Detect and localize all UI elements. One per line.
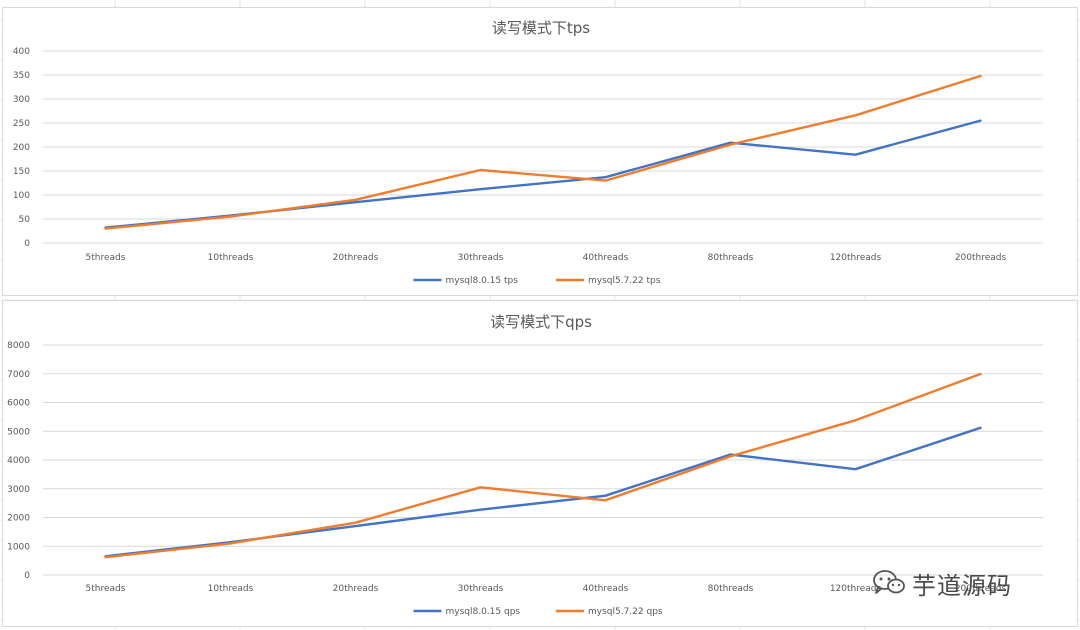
tps-x-tick-label: 5threads: [86, 253, 126, 263]
qps-x-tick-label: 20threads: [333, 584, 379, 594]
qps-x-tick-label: 80threads: [708, 584, 754, 594]
qps-series-line-2: [104, 372, 982, 559]
qps-x-tick-label: 40threads: [583, 584, 629, 594]
tps-x-tick-label: 200threads: [955, 253, 1007, 263]
qps-y-tick-label: 2000: [7, 514, 30, 524]
tps-legend-label-2: mysql5.7.22 tps: [588, 276, 661, 286]
tps-y-tick-label: 50: [19, 215, 31, 225]
tps-x-tick-label: 80threads: [708, 253, 754, 263]
tps-chart-panel[interactable]: 读写模式下tps 0 50 100 150 200 250 300 350 400 5threads…: [2, 7, 1078, 296]
tps-series-line-2: [104, 74, 982, 230]
qps-chart-title: 读写模式下qps: [490, 313, 592, 331]
tps-x-tick-label: 40threads: [583, 253, 629, 263]
qps-series-line-1: [104, 426, 982, 558]
tps-legend-label-1: mysql8.0.15 tps: [446, 276, 519, 286]
watermark-text: 芋道源码: [912, 571, 1012, 600]
tps-y-tick-label: 100: [13, 191, 30, 201]
tps-chart-title: 读写模式下tps: [492, 19, 590, 37]
qps-y-tick-label: 7000: [7, 370, 30, 380]
tps-y-tick-label: 0: [24, 239, 30, 249]
qps-y-tick-label: 8000: [7, 341, 30, 351]
tps-y-tick-label: 200: [13, 143, 30, 153]
qps-x-tick-label: 200threads: [955, 584, 1007, 594]
tps-x-tick-label: 30threads: [458, 253, 504, 263]
qps-x-tick-label: 10threads: [208, 584, 254, 594]
qps-y-tick-label: 1000: [7, 542, 30, 552]
qps-x-tick-label: 30threads: [458, 584, 504, 594]
qps-y-tick-label: 0: [24, 571, 30, 581]
tps-line-chart: 读写模式下tps 0 50 100 150 200 250 300 350 400 5threads…: [13, 19, 1043, 286]
qps-y-tick-label: 3000: [7, 485, 30, 495]
qps-legend-label-2: mysql5.7.22 qps: [588, 607, 663, 617]
tps-y-tick-label: 250: [13, 119, 30, 129]
tps-y-tick-label: 400: [13, 47, 30, 57]
tps-y-tick-label: 300: [13, 95, 30, 105]
wechat-icon: [873, 570, 905, 594]
qps-chart-panel[interactable]: 读写模式下qps 0 1000 2000 3000 4000 5000 6000 7000 800…: [2, 300, 1078, 627]
tps-x-tick-label: 10threads: [208, 253, 254, 263]
tps-x-tick-label: 120threads: [830, 253, 882, 263]
qps-x-tick-label: 120threads: [830, 584, 882, 594]
qps-y-tick-label: 6000: [7, 399, 30, 409]
tps-x-tick-label: 20threads: [333, 253, 379, 263]
watermark: 芋道源码: [872, 563, 1062, 603]
qps-y-tick-label: 4000: [7, 456, 30, 466]
qps-line-chart: 读写模式下qps 0 1000 2000 3000 4000 5000 6000 7000 800…: [7, 313, 1043, 617]
qps-y-tick-label: 5000: [7, 427, 30, 437]
tps-y-tick-label: 150: [13, 167, 30, 177]
tps-y-tick-label: 350: [13, 71, 30, 81]
qps-legend-label-1: mysql8.0.15 qps: [446, 607, 521, 617]
qps-x-tick-label: 5threads: [86, 584, 126, 594]
